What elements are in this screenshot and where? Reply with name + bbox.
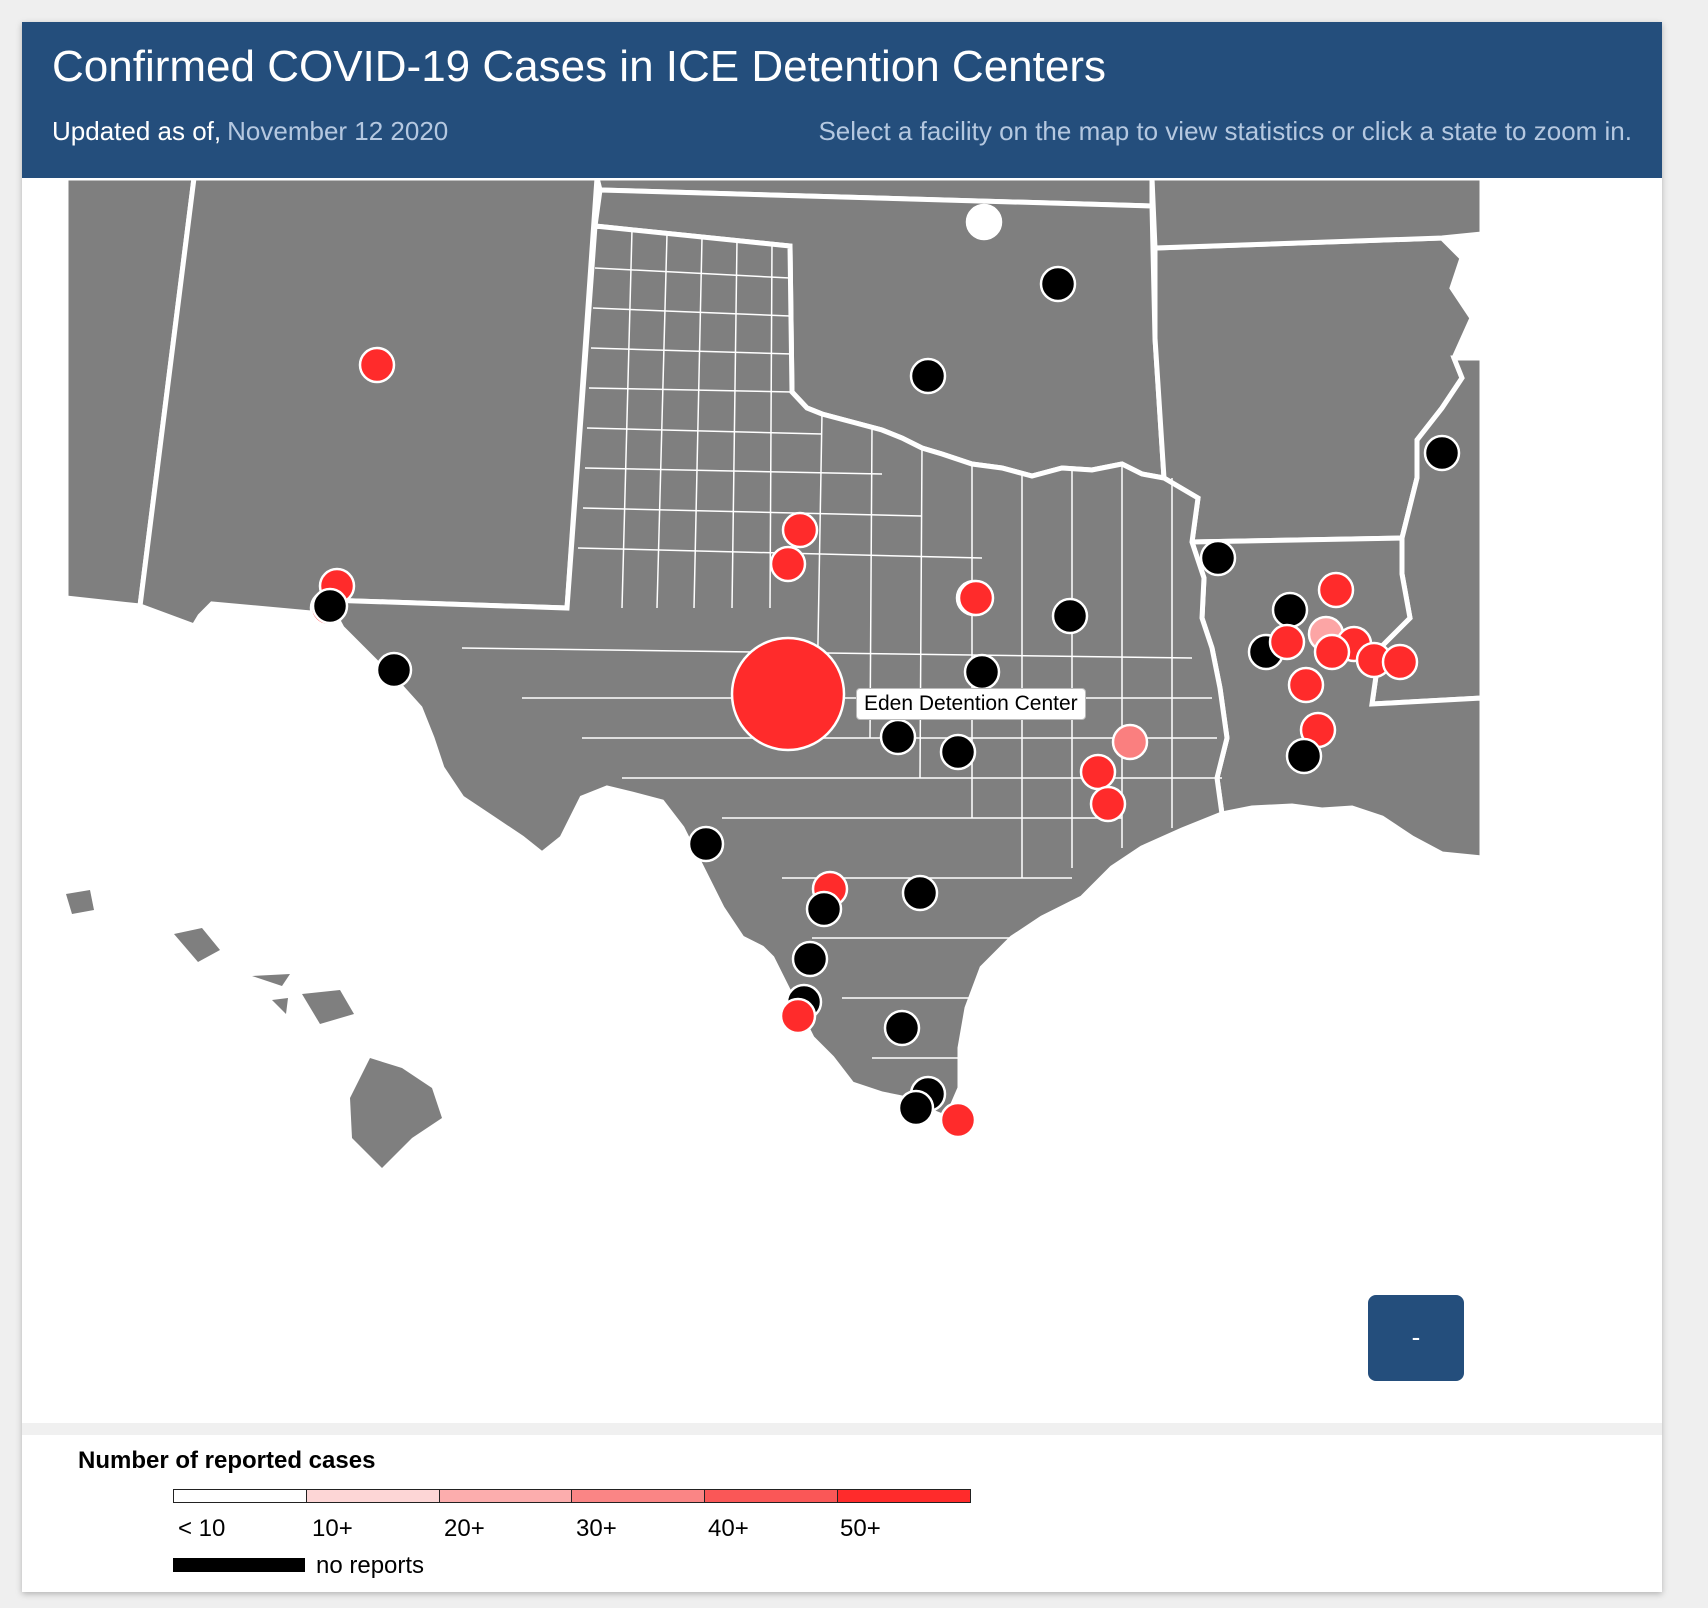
facility-marker[interactable] bbox=[779, 997, 817, 1035]
facility-marker[interactable] bbox=[939, 733, 977, 771]
map-area[interactable]: Eden Detention Center - bbox=[22, 178, 1662, 1423]
facility-tooltip: Eden Detention Center bbox=[856, 688, 1086, 720]
facility-marker[interactable] bbox=[1313, 633, 1351, 671]
facility-marker[interactable] bbox=[879, 718, 917, 756]
facility-marker[interactable] bbox=[687, 825, 725, 863]
facility-marker[interactable] bbox=[1199, 539, 1237, 577]
updated-label: Updated as of, bbox=[52, 116, 222, 146]
divider bbox=[22, 1423, 1662, 1435]
legend-label-50: 50+ bbox=[840, 1515, 881, 1542]
facility-marker[interactable] bbox=[1285, 737, 1323, 775]
facility-marker[interactable] bbox=[1287, 666, 1325, 704]
facility-marker[interactable] bbox=[1089, 785, 1127, 823]
legend-swatch-30 bbox=[572, 1490, 706, 1502]
page-title: Confirmed COVID-19 Cases in ICE Detentio… bbox=[52, 42, 1106, 91]
facility-marker[interactable] bbox=[311, 587, 349, 625]
facility-markers[interactable] bbox=[309, 203, 1461, 1139]
hawaii-island-4[interactable] bbox=[302, 990, 354, 1024]
facility-marker[interactable] bbox=[1111, 723, 1149, 761]
legend-label-10: 10+ bbox=[312, 1515, 353, 1542]
facility-marker[interactable] bbox=[1381, 643, 1419, 681]
facility-marker[interactable] bbox=[791, 940, 829, 978]
facility-marker[interactable] bbox=[769, 545, 807, 583]
hawaii-island-5[interactable] bbox=[272, 998, 288, 1014]
facility-marker[interactable] bbox=[1079, 753, 1117, 791]
legend-swatch-lt10 bbox=[174, 1490, 307, 1502]
facility-marker[interactable] bbox=[730, 636, 846, 752]
facility-marker[interactable] bbox=[939, 1101, 977, 1139]
facility-marker[interactable] bbox=[957, 579, 995, 617]
legend-swatch-50 bbox=[838, 1490, 970, 1502]
legend-color-bar bbox=[173, 1489, 971, 1503]
state-missouri[interactable] bbox=[1149, 178, 1485, 251]
zoom-out-button[interactable]: - bbox=[1368, 1295, 1464, 1381]
state-new-mexico[interactable] bbox=[137, 178, 600, 630]
instructions-text: Select a facility on the map to view sta… bbox=[818, 116, 1632, 146]
facility-marker[interactable] bbox=[358, 346, 396, 384]
facility-marker[interactable] bbox=[909, 357, 947, 395]
legend-label-40: 40+ bbox=[708, 1515, 749, 1542]
facility-marker[interactable] bbox=[1423, 434, 1461, 472]
legend-no-reports-label: no reports bbox=[316, 1552, 425, 1579]
facility-marker[interactable] bbox=[1271, 591, 1309, 629]
legend-swatch-40 bbox=[705, 1490, 839, 1502]
hawaii-island-6[interactable] bbox=[350, 1058, 442, 1168]
legend-swatch-10 bbox=[306, 1490, 440, 1502]
facility-marker[interactable] bbox=[963, 653, 1001, 691]
hawaii-island-2[interactable] bbox=[174, 928, 220, 962]
facility-marker[interactable] bbox=[901, 874, 939, 912]
facility-marker[interactable] bbox=[375, 651, 413, 689]
map-svg[interactable] bbox=[22, 178, 1662, 1423]
facility-marker[interactable] bbox=[1039, 265, 1077, 303]
facility-marker[interactable] bbox=[805, 890, 843, 928]
facility-marker[interactable] bbox=[965, 203, 1003, 241]
header: Confirmed COVID-19 Cases in ICE Detentio… bbox=[22, 22, 1662, 178]
legend-label-lt10: < 10 bbox=[178, 1515, 226, 1542]
facility-marker[interactable] bbox=[897, 1089, 935, 1127]
legend-title: Number of reported cases bbox=[78, 1447, 376, 1474]
facility-marker[interactable] bbox=[1268, 623, 1306, 661]
hawaii-island-3[interactable] bbox=[252, 974, 290, 986]
hawaii-island-1[interactable] bbox=[66, 890, 94, 914]
facility-marker[interactable] bbox=[781, 511, 819, 549]
legend-no-reports-swatch bbox=[173, 1558, 305, 1572]
map-card: Confirmed COVID-19 Cases in ICE Detentio… bbox=[22, 22, 1662, 1592]
facility-marker[interactable] bbox=[1051, 597, 1089, 635]
legend-label-20: 20+ bbox=[444, 1515, 485, 1542]
updated-date: November 12 2020 bbox=[227, 116, 449, 146]
facility-marker[interactable] bbox=[1317, 571, 1355, 609]
facility-marker[interactable] bbox=[883, 1009, 921, 1047]
legend-swatch-20 bbox=[439, 1490, 573, 1502]
legend-label-30: 30+ bbox=[576, 1515, 617, 1542]
updated-line: Updated as of, November 12 2020 bbox=[52, 116, 448, 147]
legend: Number of reported cases < 10 10+ 20+ 30… bbox=[22, 1435, 1662, 1592]
